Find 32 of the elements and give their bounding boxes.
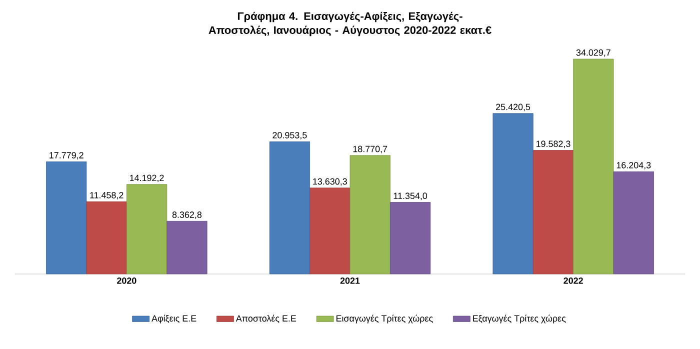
x-tick-label: 2021 bbox=[340, 278, 360, 284]
data-label: 8.362,8 bbox=[172, 212, 202, 219]
bar bbox=[390, 202, 431, 274]
x-tick-label: 2020 bbox=[117, 278, 136, 284]
data-label: 25.420,5 bbox=[496, 104, 530, 112]
x-tick-label: 2022 bbox=[564, 278, 583, 284]
bar bbox=[86, 201, 127, 274]
data-label: 20.953,5 bbox=[272, 132, 307, 140]
data-label: 14.192,2 bbox=[130, 174, 164, 182]
data-label: 34.029,7 bbox=[576, 49, 610, 57]
data-label: 17.779,2 bbox=[50, 152, 84, 160]
bar bbox=[46, 161, 87, 274]
legend-label: Εισαγωγές Τρίτες χώρες bbox=[336, 314, 433, 324]
bar bbox=[492, 113, 534, 274]
data-label: 19.582,3 bbox=[536, 140, 570, 148]
data-label: 16.204,3 bbox=[616, 162, 651, 170]
bar bbox=[613, 171, 654, 274]
bar bbox=[126, 184, 168, 274]
data-label: 11.354,0 bbox=[394, 192, 428, 200]
bar bbox=[269, 141, 310, 274]
bar bbox=[310, 188, 350, 274]
legend-label: Αποστολές Ε.Ε bbox=[236, 314, 296, 324]
chart-title: Γράφημα 4. Εισαγωγές-Αφίξεις, Εξαγωγές-Αποστολές, Ιανουάριος - Αύγουστος 2020-2022 εκατ.€ bbox=[208, 12, 492, 36]
bar bbox=[573, 58, 614, 274]
data-label: 11.458,2 bbox=[90, 192, 124, 200]
data-label: 13.630,3 bbox=[313, 178, 347, 186]
bar bbox=[532, 150, 574, 274]
legend-label: Αφίξεις Ε.Ε bbox=[152, 314, 196, 324]
bar bbox=[350, 155, 390, 274]
data-label: 18.770,7 bbox=[353, 146, 388, 154]
legend-label: Εξαγωγές Τρίτες χώρες bbox=[473, 314, 566, 324]
bar bbox=[166, 220, 208, 274]
